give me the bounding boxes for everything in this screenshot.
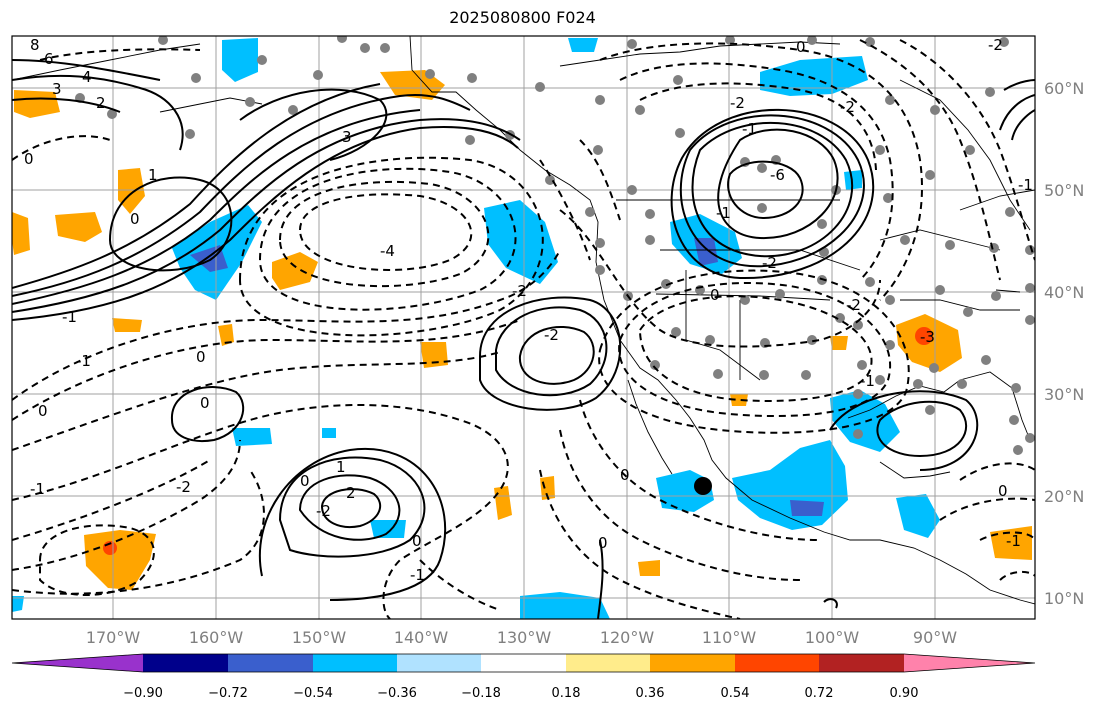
lat-label: 30°N [1044,385,1084,404]
contour-label: -2 [730,94,745,112]
contour-label: 0 [196,348,206,366]
lon-label: 90°W [913,628,957,647]
lat-label: 10°N [1044,589,1084,608]
contour-label: 0 [796,38,806,56]
contour-label: -1 [1018,176,1033,194]
contours-positive [12,59,1035,619]
colorbar-swatch [313,654,397,672]
colorbar-extend-low [12,654,143,672]
contour-label: 0 [620,466,630,484]
lon-label: 100°W [805,628,860,647]
lon-label: 120°W [600,628,655,647]
lon-label: 150°W [292,628,347,647]
colorbar-swatch [143,654,228,672]
contour-label: -1 [62,308,77,326]
contour-label: -1 [76,352,91,370]
lat-label: 60°N [1044,79,1084,98]
colorbar-tick-label: −0.36 [377,686,417,701]
colorbar-tick-label: −0.90 [123,686,163,701]
contour-label: -2 [762,254,777,272]
colorbar-swatch [735,654,819,672]
colorbar-swatch [566,654,650,672]
contour-label: 8 [30,36,40,54]
contour-label: 0 [300,472,310,490]
longitude-labels: 170°W 160°W 150°W 140°W 130°W 120°W 110°… [86,628,957,647]
contour-label: -2 [176,478,191,496]
colorbar-tick-label: −0.72 [208,686,248,701]
contour-label: -1 [742,120,757,138]
contour-label: -2 [512,282,527,300]
latitude-labels: 60°N 50°N 40°N 30°N 20°N 10°N [1044,79,1084,608]
lon-label: 130°W [497,628,552,647]
colorbar: −0.90 −0.72 −0.54 −0.36 −0.18 0.18 0.36 … [11,653,1036,701]
colorbar-swatch [481,654,566,672]
contour-label: 1 [148,166,158,184]
contour-label: 2 [96,94,106,112]
contour-label: 3 [342,128,352,146]
colorbar-swatch [228,654,313,672]
lat-label: 20°N [1044,487,1084,506]
contour-label: 0 [200,394,210,412]
contour-label: 0 [38,402,48,420]
contour-label: -1 [716,204,731,222]
contour-label-group: 8 6 4 3 2 0 1 0 -1 3 -4 -2 -1 0 -1 0 -2 … [24,36,1033,584]
contour-label: -2 [988,36,1003,54]
contour-label: 2 [346,484,356,502]
contour-label: 0 [598,534,608,552]
contour-label: 0 [412,532,422,550]
contour-label: 1 [336,458,346,476]
colorbar-tick-label: 0.90 [890,686,919,701]
contour-label: -2 [840,98,855,116]
colorbar-swatch [819,654,904,672]
colorbar-tick-label: −0.54 [293,686,333,701]
contour-label: -2 [316,502,331,520]
contour-label: 6 [44,50,54,68]
contour-label: -3 [920,328,935,346]
lat-label: 40°N [1044,283,1084,302]
contour-label: 0 [998,482,1008,500]
contour-label: 3 [52,80,62,98]
colorbar-extend-high [904,654,1035,672]
colorbar-tick-label: −0.18 [461,686,501,701]
coastlines [12,36,1035,605]
colorbar-swatch [397,654,481,672]
contour-label: -1 [30,480,45,498]
lon-label: 110°W [702,628,757,647]
station-markers [75,36,1035,455]
contour-label: -4 [380,242,395,260]
colorbar-tick-label: 0.36 [636,686,665,701]
lat-label: 50°N [1044,181,1084,200]
lon-label: 160°W [189,628,244,647]
contour-label: -1 [860,372,875,390]
contour-label: -6 [770,166,785,184]
contour-label: 4 [82,68,92,86]
lon-label: 140°W [394,628,449,647]
contour-label: -2 [846,296,861,314]
colorbar-tick-label: 0.72 [805,686,834,701]
colorbar-tick-label: 0.18 [552,686,581,701]
location-marker [694,477,712,495]
contour-label: 0 [24,150,34,168]
map-title: 2025080800 F024 [449,8,596,27]
contour-label: -2 [544,326,559,344]
contour-label: 0 [710,286,720,304]
contour-label: -1 [410,566,425,584]
contour-label: -1 [1006,532,1021,550]
map-frame [11,35,1036,620]
lon-label: 170°W [86,628,141,647]
contours-negative [12,39,1035,619]
colorbar-swatch [650,654,735,672]
colorbar-tick-label: 0.54 [721,686,750,701]
contour-label: 0 [130,210,140,228]
